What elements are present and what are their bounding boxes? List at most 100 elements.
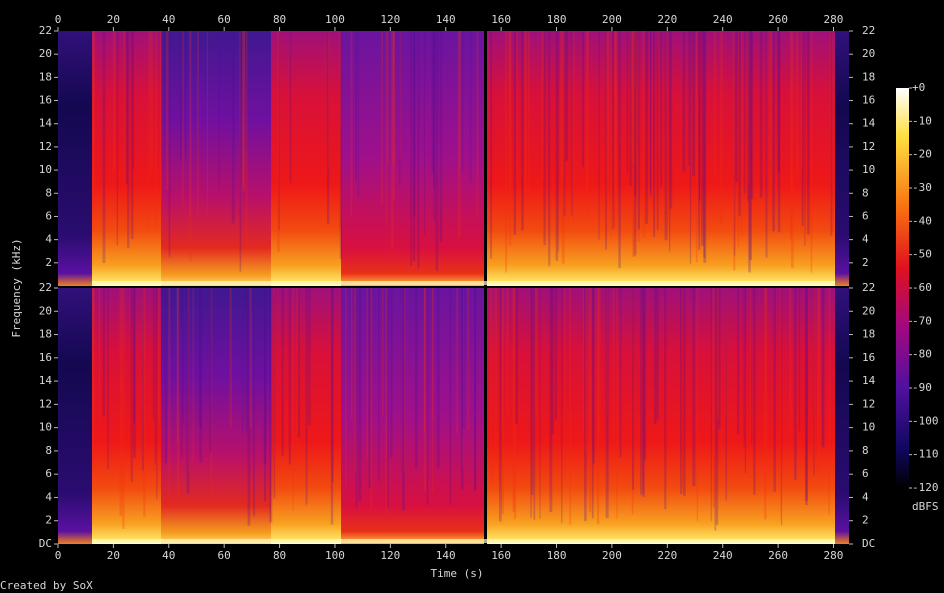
spectrogram-streak bbox=[640, 288, 642, 495]
spectrogram-streak bbox=[498, 288, 502, 522]
y-tick-label: 12 bbox=[39, 397, 52, 410]
spectrogram-streak bbox=[330, 288, 334, 525]
y-tick-label: 22 bbox=[39, 281, 52, 294]
spectrogram-streak bbox=[645, 31, 648, 225]
spectrogram-streak bbox=[769, 31, 773, 202]
x-tick-label: 200 bbox=[602, 549, 622, 562]
spectrogram-streak bbox=[557, 31, 559, 252]
spectrogram-streak bbox=[339, 31, 343, 259]
spectrogram-streak bbox=[631, 288, 634, 490]
spectrogram-streak bbox=[514, 288, 518, 424]
spectrogram-streak bbox=[606, 288, 609, 417]
spectrogram-streak bbox=[610, 31, 612, 237]
spectrogram-streak bbox=[492, 288, 494, 484]
spectrogram-streak bbox=[759, 31, 763, 198]
spectrogram-streak bbox=[281, 288, 284, 457]
spectrogram-streak bbox=[805, 288, 808, 505]
spectrogram-streak bbox=[182, 31, 184, 209]
spectrogram-streak bbox=[682, 288, 684, 484]
spectrogram-streak bbox=[594, 288, 596, 417]
x-tick-label: 160 bbox=[491, 13, 511, 26]
spectrogram-streak bbox=[273, 288, 276, 499]
spectrogram-streak bbox=[350, 31, 353, 216]
spectrogram-streak bbox=[489, 288, 492, 482]
spectrogram-streak bbox=[297, 288, 300, 438]
spectrogram-streak bbox=[433, 31, 435, 188]
y-tick-label: 6 bbox=[45, 209, 52, 222]
colorbar-tick-label: -10 bbox=[912, 114, 932, 127]
spectrogram-streak bbox=[357, 31, 359, 198]
spectrogram-streak bbox=[555, 31, 559, 261]
colorbar-tick-label: -30 bbox=[912, 181, 932, 194]
spectrogram-streak bbox=[462, 288, 464, 470]
spectrogram-streak bbox=[350, 288, 353, 420]
spectrogram-streak bbox=[218, 31, 220, 190]
spectrogram-streak bbox=[390, 31, 394, 250]
y-tick-label: 12 bbox=[862, 140, 875, 153]
spectrogram-streak bbox=[521, 31, 524, 231]
spectrogram-streak bbox=[253, 288, 255, 517]
spectrogram-region bbox=[92, 288, 161, 544]
spectrogram-streak bbox=[530, 288, 532, 518]
spectrogram-streak bbox=[358, 288, 362, 502]
spectrogram-streak bbox=[415, 288, 418, 469]
spectrogram-streak bbox=[474, 288, 477, 490]
spectrogram-streak bbox=[543, 31, 546, 246]
colorbar-tick-label: -20 bbox=[912, 148, 932, 161]
spectrogram-streak bbox=[512, 288, 515, 513]
spectrogram-streak bbox=[506, 288, 509, 418]
x-tick-label: 220 bbox=[657, 549, 677, 562]
spectrogram-streak bbox=[476, 31, 479, 216]
spectrogram-streak bbox=[207, 31, 209, 214]
spectrogram-streak bbox=[541, 31, 545, 181]
spectrogram-streak bbox=[462, 31, 464, 172]
spectrogram-streak bbox=[245, 31, 248, 251]
spectrogram-streak bbox=[714, 288, 717, 531]
x-axis-label: Time (s) bbox=[431, 567, 484, 580]
spectrogram-streak bbox=[606, 31, 610, 179]
spectrogram-streak bbox=[618, 31, 621, 269]
spectrogram-streak bbox=[664, 288, 667, 510]
spectrogram-streak bbox=[92, 31, 95, 192]
spectrogram-streak bbox=[735, 31, 738, 183]
y-tick-label: 16 bbox=[862, 351, 875, 364]
y-tick-label: 18 bbox=[862, 328, 875, 341]
spectrogram-streak bbox=[164, 288, 167, 464]
spectrogram-streak bbox=[155, 31, 157, 230]
spectrogram-streak bbox=[629, 31, 632, 186]
spectrogram-streak bbox=[355, 31, 357, 182]
spectrogram-streak bbox=[296, 288, 299, 470]
spectrogram-streak bbox=[264, 288, 267, 502]
y-tick-label: 2 bbox=[862, 514, 869, 527]
y-tick-label: DC bbox=[862, 537, 875, 550]
spectrogram-region bbox=[341, 288, 484, 544]
spectrogram-streak bbox=[810, 31, 813, 273]
x-tick-label: 0 bbox=[55, 549, 62, 562]
spectrogram-streak bbox=[832, 31, 834, 232]
spectrogram-streak bbox=[449, 288, 452, 505]
spectrogram-streak bbox=[127, 31, 130, 249]
spectrogram-streak bbox=[431, 31, 434, 175]
spectrogram-streak bbox=[516, 31, 518, 183]
spectrogram-streak bbox=[743, 31, 746, 194]
y-tick-label: 10 bbox=[39, 163, 52, 176]
spectrogram-streak bbox=[209, 288, 212, 453]
spectrogram-streak bbox=[123, 31, 126, 181]
spectrogram-streak bbox=[741, 31, 743, 238]
spectrogram-region bbox=[271, 288, 341, 544]
x-tick-label: 20 bbox=[107, 13, 120, 26]
spectrogram-streak bbox=[689, 31, 692, 265]
colorbar-tick-label: -70 bbox=[912, 314, 932, 327]
spectrogram-streak bbox=[378, 288, 380, 482]
spectrogram-streak bbox=[501, 288, 505, 515]
spectrogram-streak bbox=[554, 288, 558, 420]
x-tick-label: 280 bbox=[824, 13, 844, 26]
y-tick-label: 22 bbox=[862, 24, 875, 37]
spectrogram-streak bbox=[638, 31, 640, 242]
x-tick-label: 240 bbox=[713, 549, 733, 562]
spectrogram-streak bbox=[777, 31, 780, 173]
spectrogram-streak bbox=[490, 31, 493, 259]
spectrogram-streak bbox=[725, 288, 727, 501]
spectrogram-streak bbox=[612, 288, 615, 467]
